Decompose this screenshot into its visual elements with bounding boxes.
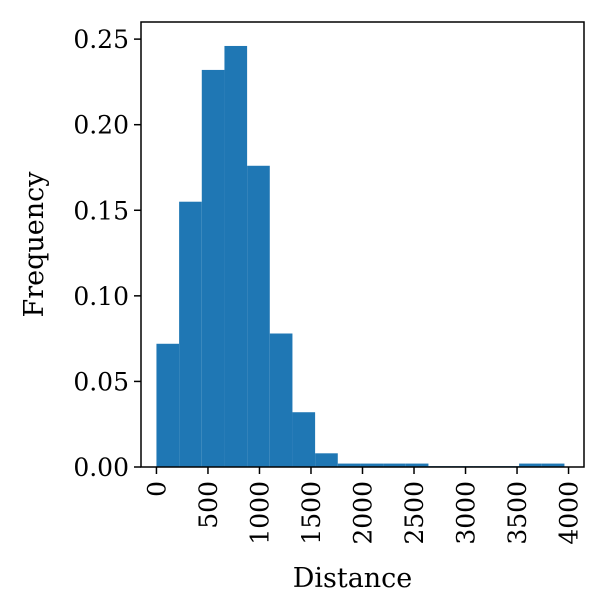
x-tick-label: 2000 [349, 481, 378, 545]
histogram-bar [337, 463, 361, 467]
x-axis-label: Distance [293, 563, 413, 594]
histogram-bar [541, 463, 565, 467]
histogram-bar [201, 69, 225, 467]
histogram-bar [405, 463, 429, 467]
x-tick-label: 500 [194, 481, 223, 529]
x-tick-label: 3000 [452, 481, 481, 545]
histogram-bar [383, 463, 406, 467]
histogram-bar [269, 333, 293, 467]
histogram-bar [519, 463, 542, 467]
histogram-bar [247, 165, 270, 467]
x-tick-label: 0 [142, 481, 171, 497]
x-axis: 0 500 1000 1500 2000 2500 3000 3500 4000 [142, 467, 584, 545]
histogram-bar [360, 463, 384, 467]
y-tick-label: 0.15 [73, 196, 129, 225]
y-tick-label: 0.20 [73, 111, 129, 140]
x-tick-label: 1500 [297, 481, 326, 545]
histogram-bar [315, 453, 338, 467]
histogram-bar [224, 45, 248, 467]
histogram-bar [292, 412, 316, 467]
x-tick-label: 4000 [555, 481, 584, 545]
x-tick-label: 1000 [245, 481, 274, 545]
histogram-bar [179, 201, 202, 467]
y-tick-label: 0.25 [73, 25, 129, 54]
y-tick-label: 0.00 [73, 453, 129, 482]
histogram-bars [156, 45, 565, 467]
y-tick-label: 0.05 [73, 367, 129, 396]
histogram-bar [156, 343, 180, 467]
x-tick-label: 3500 [503, 481, 532, 545]
y-tick-label: 0.10 [73, 282, 129, 311]
y-axis: 0.00 0.05 0.10 0.15 0.20 0.25 [73, 25, 141, 482]
y-axis-label: Frequency [19, 171, 50, 318]
x-tick-label: 2500 [400, 481, 429, 545]
